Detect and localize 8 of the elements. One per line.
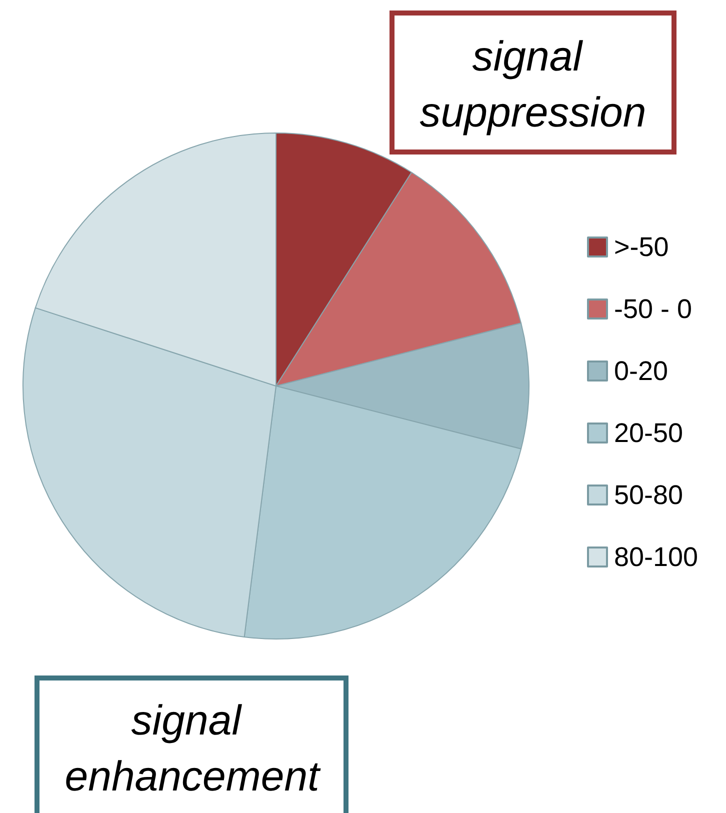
text: signal suppression — [420, 32, 646, 136]
text: signal enhancement — [64, 696, 322, 800]
legend-label: 20-50 — [614, 418, 684, 448]
legend-label: >-50 — [614, 232, 669, 262]
legend-label: 80-100 — [614, 542, 698, 572]
legend-label: -50 - 0 — [614, 294, 692, 324]
legend-label: 0-20 — [614, 356, 668, 386]
legend-label: 50-80 — [614, 480, 684, 510]
